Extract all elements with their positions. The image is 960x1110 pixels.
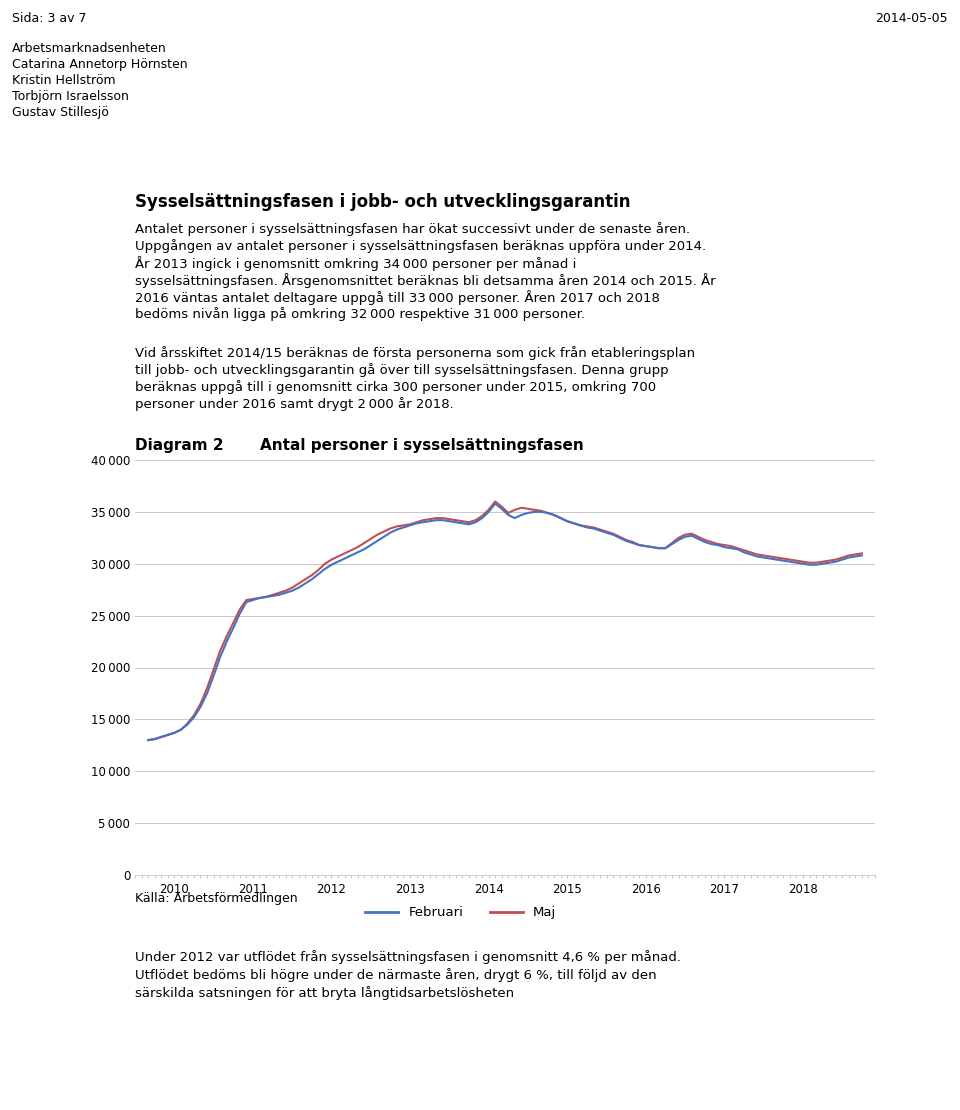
Text: sysselsättningsfasen. Årsgenomsnittet beräknas bli detsamma åren 2014 och 2015. : sysselsättningsfasen. Årsgenomsnittet be…	[135, 273, 715, 287]
Text: personer under 2016 samt drygt 2 000 år 2018.: personer under 2016 samt drygt 2 000 år …	[135, 397, 454, 411]
Text: Utflödet bedöms bli högre under de närmaste åren, drygt 6 %, till följd av den: Utflödet bedöms bli högre under de närma…	[135, 968, 657, 982]
Text: År 2013 ingick i genomsnitt omkring 34 000 personer per månad i: År 2013 ingick i genomsnitt omkring 34 0…	[135, 256, 576, 271]
Text: Sysselsättningsfasen i jobb- och utvecklingsgarantin: Sysselsättningsfasen i jobb- och utveckl…	[135, 193, 631, 211]
Text: Vid årsskiftet 2014/15 beräknas de första personerna som gick från etableringspl: Vid årsskiftet 2014/15 beräknas de först…	[135, 346, 695, 360]
Text: Antalet personer i sysselsättningsfasen har ökat successivt under de senaste åre: Antalet personer i sysselsättningsfasen …	[135, 222, 690, 236]
Text: Antal personer i sysselsättningsfasen: Antal personer i sysselsättningsfasen	[260, 438, 584, 453]
Text: 2016 väntas antalet deltagare uppgå till 33 000 personer. Åren 2017 och 2018: 2016 väntas antalet deltagare uppgå till…	[135, 290, 660, 305]
Text: Arbetsmarknadsenheten: Arbetsmarknadsenheten	[12, 42, 167, 56]
Text: Torbjörn Israelsson: Torbjörn Israelsson	[12, 90, 129, 103]
Text: Källa: Arbetsförmedlingen: Källa: Arbetsförmedlingen	[135, 892, 298, 905]
Text: Kristin Hellström: Kristin Hellström	[12, 74, 115, 87]
Text: 2014-05-05: 2014-05-05	[876, 12, 948, 26]
Text: Diagram 2: Diagram 2	[135, 438, 224, 453]
Text: Gustav Stillesjö: Gustav Stillesjö	[12, 105, 108, 119]
Text: bedöms nivån ligga på omkring 32 000 respektive 31 000 personer.: bedöms nivån ligga på omkring 32 000 res…	[135, 307, 585, 321]
Text: till jobb- och utvecklingsgarantin gå över till sysselsättningsfasen. Denna grup: till jobb- och utvecklingsgarantin gå öv…	[135, 363, 668, 377]
Text: Uppgången av antalet personer i sysselsättningsfasen beräknas uppföra under 2014: Uppgången av antalet personer i sysselsä…	[135, 239, 707, 253]
Text: Under 2012 var utflödet från sysselsättningsfasen i genomsnitt 4,6 % per månad.: Under 2012 var utflödet från sysselsättn…	[135, 950, 681, 963]
Text: beräknas uppgå till i genomsnitt cirka 300 personer under 2015, omkring 700: beräknas uppgå till i genomsnitt cirka 3…	[135, 380, 656, 394]
Text: Sida: 3 av 7: Sida: 3 av 7	[12, 12, 86, 26]
Text: Catarina Annetorp Hörnsten: Catarina Annetorp Hörnsten	[12, 58, 187, 71]
Text: särskilda satsningen för att bryta långtidsarbetslösheten: särskilda satsningen för att bryta långt…	[135, 986, 515, 1000]
Legend: Februari, Maj: Februari, Maj	[360, 901, 562, 925]
